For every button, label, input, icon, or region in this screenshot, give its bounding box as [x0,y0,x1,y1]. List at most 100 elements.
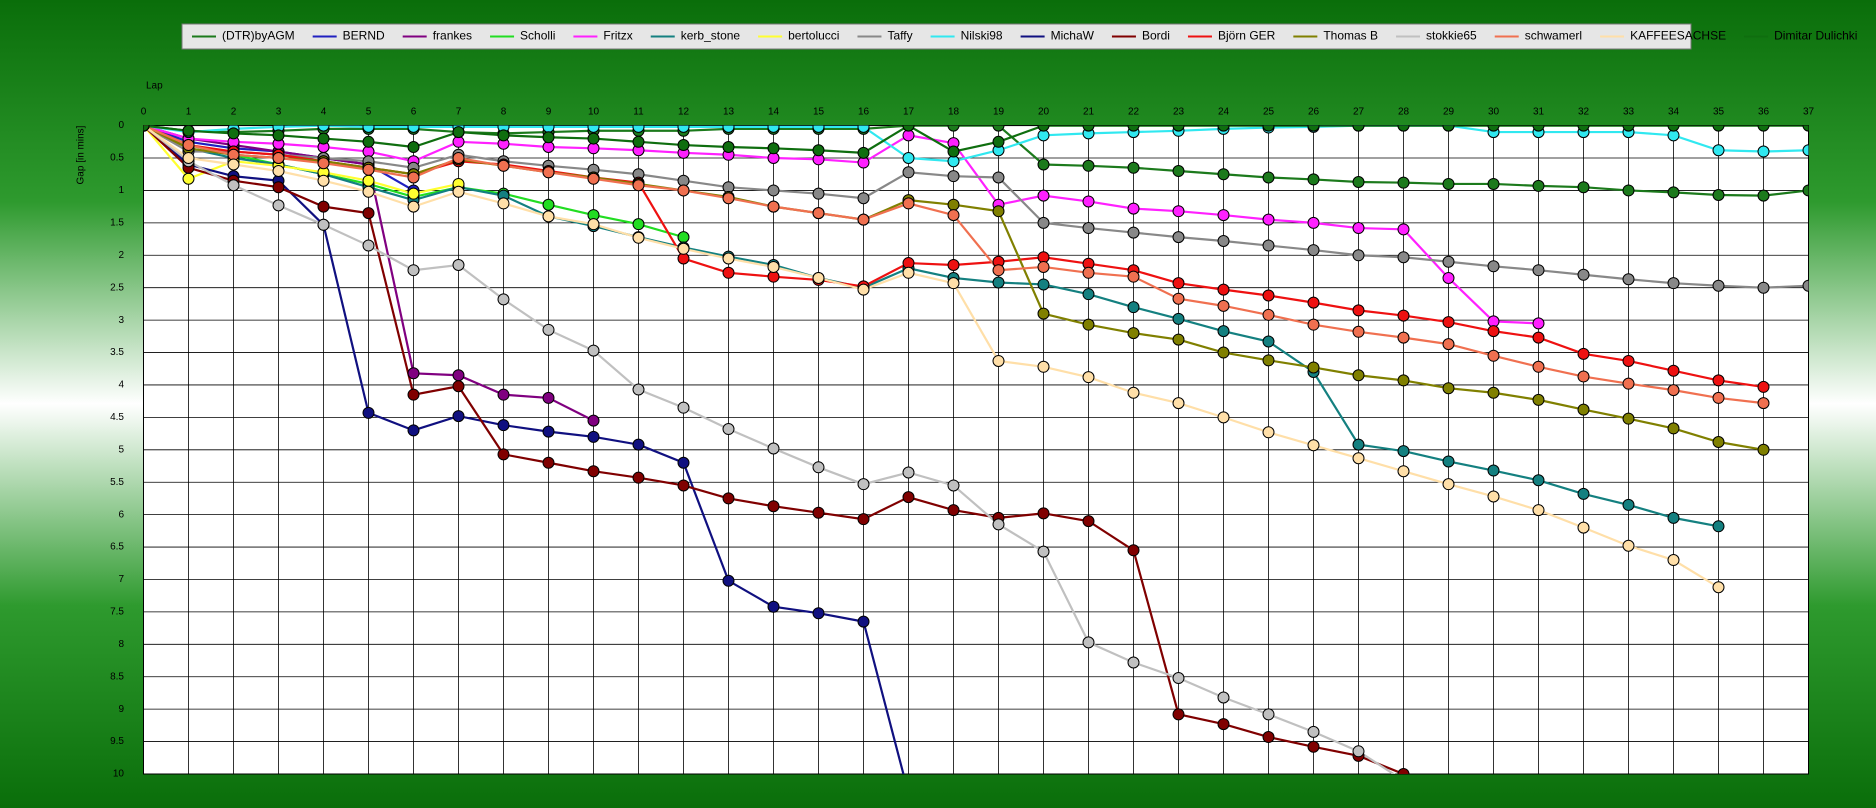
point [1577,181,1590,194]
point [1802,184,1809,197]
legend-label: Taffy [887,29,912,43]
point [1307,725,1320,738]
point [1082,159,1095,172]
point [1397,374,1410,387]
point [1622,498,1635,511]
point [812,125,825,133]
legend-label: Fritzx [603,29,632,43]
point [677,231,690,244]
point [1172,292,1185,305]
legend-label: Thomas B [1323,29,1378,43]
point [1307,125,1320,132]
point [903,788,914,799]
point [1532,474,1545,487]
x-tick-label: 3 [276,107,282,118]
x-tick-label: 22 [1128,107,1140,118]
x-tick-label: 36 [1758,107,1770,118]
point [317,174,330,187]
point [1352,304,1365,317]
x-tick-label: 34 [1668,107,1680,118]
point [1442,271,1455,284]
y-tick-label: 8.5 [110,671,124,682]
point [1037,260,1050,273]
point [947,209,960,222]
point [1532,264,1545,277]
point [1037,189,1050,202]
point [1622,354,1635,367]
point [587,125,600,133]
point [272,164,285,177]
point [767,125,780,133]
x-tick-label: 8 [501,107,507,118]
point [542,425,555,438]
point [542,456,555,469]
point [1262,731,1275,744]
point [1442,255,1455,268]
point [812,461,825,474]
point [1172,708,1185,721]
point [947,277,960,290]
point [1667,186,1680,199]
point [1442,455,1455,468]
series-line [143,125,1720,589]
point [362,125,375,133]
point [1667,511,1680,524]
point [1307,439,1320,452]
x-tick-label: 5 [366,107,372,118]
point [1307,244,1320,257]
y-tick-label: 5 [118,444,124,455]
point [677,139,690,152]
point [1667,422,1680,435]
x-tick-label: 18 [948,107,960,118]
point [1442,478,1455,491]
point [1757,397,1770,410]
point [1712,581,1725,594]
point [497,197,510,210]
series-line [143,125,1539,325]
point [1217,718,1230,731]
point [407,367,420,380]
x-tick-label: 24 [1218,107,1230,118]
x-tick-label: 11 [633,107,644,118]
point [1037,216,1050,229]
point [1217,125,1230,132]
point [1397,309,1410,322]
series-group [143,125,1809,799]
point [1532,317,1545,330]
point [452,380,465,393]
point [1712,125,1725,132]
point [812,607,825,620]
point [1172,231,1185,244]
x-tick-label: 17 [903,107,915,118]
x-axis-label: Lap [146,81,163,92]
point [1352,452,1365,465]
point [1712,144,1725,157]
x-tick-label: 32 [1578,107,1590,118]
point [1172,672,1185,685]
point [677,242,690,255]
y-tick-label: 2.5 [110,282,124,293]
point [857,213,870,226]
point [1217,299,1230,312]
point [1217,283,1230,296]
point [902,266,915,279]
y-tick-label: 6 [118,509,124,520]
point [1037,360,1050,373]
point [1577,521,1590,534]
point [1712,188,1725,201]
point [1127,270,1140,283]
point [1127,161,1140,174]
x-tick-label: 23 [1173,107,1185,118]
point [1397,768,1410,775]
point [317,218,330,231]
series-line [143,125,1719,528]
series-line [143,125,905,775]
point [857,478,870,491]
point [1397,465,1410,478]
legend-label: kerb_stone [681,29,741,43]
point [542,131,555,144]
point [632,383,645,396]
point [587,465,600,478]
point [1127,202,1140,215]
y-tick-label: 3 [118,315,124,326]
